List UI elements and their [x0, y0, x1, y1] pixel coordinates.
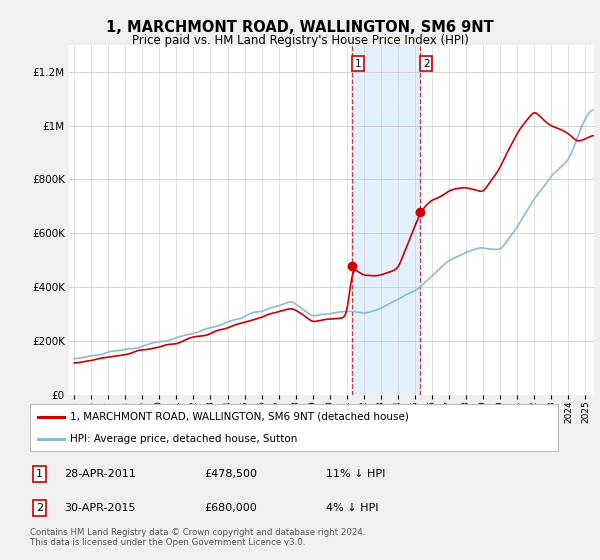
Text: 1, MARCHMONT ROAD, WALLINGTON, SM6 9NT: 1, MARCHMONT ROAD, WALLINGTON, SM6 9NT [106, 20, 494, 35]
Text: 2: 2 [423, 59, 430, 69]
Text: Contains HM Land Registry data © Crown copyright and database right 2024.
This d: Contains HM Land Registry data © Crown c… [30, 528, 365, 547]
Text: 1: 1 [36, 469, 43, 479]
Text: 28-APR-2011: 28-APR-2011 [64, 469, 136, 479]
Text: 1, MARCHMONT ROAD, WALLINGTON, SM6 9NT (detached house): 1, MARCHMONT ROAD, WALLINGTON, SM6 9NT (… [70, 412, 409, 422]
Text: 4% ↓ HPI: 4% ↓ HPI [326, 503, 378, 513]
Text: 1: 1 [355, 59, 361, 69]
Text: Price paid vs. HM Land Registry's House Price Index (HPI): Price paid vs. HM Land Registry's House … [131, 34, 469, 46]
Text: 2: 2 [36, 503, 43, 513]
Bar [352, 45, 421, 395]
Text: £478,500: £478,500 [204, 469, 257, 479]
Text: £680,000: £680,000 [204, 503, 257, 513]
Text: 30-APR-2015: 30-APR-2015 [64, 503, 136, 513]
Text: 11% ↓ HPI: 11% ↓ HPI [326, 469, 385, 479]
Text: HPI: Average price, detached house, Sutton: HPI: Average price, detached house, Sutt… [70, 434, 297, 444]
